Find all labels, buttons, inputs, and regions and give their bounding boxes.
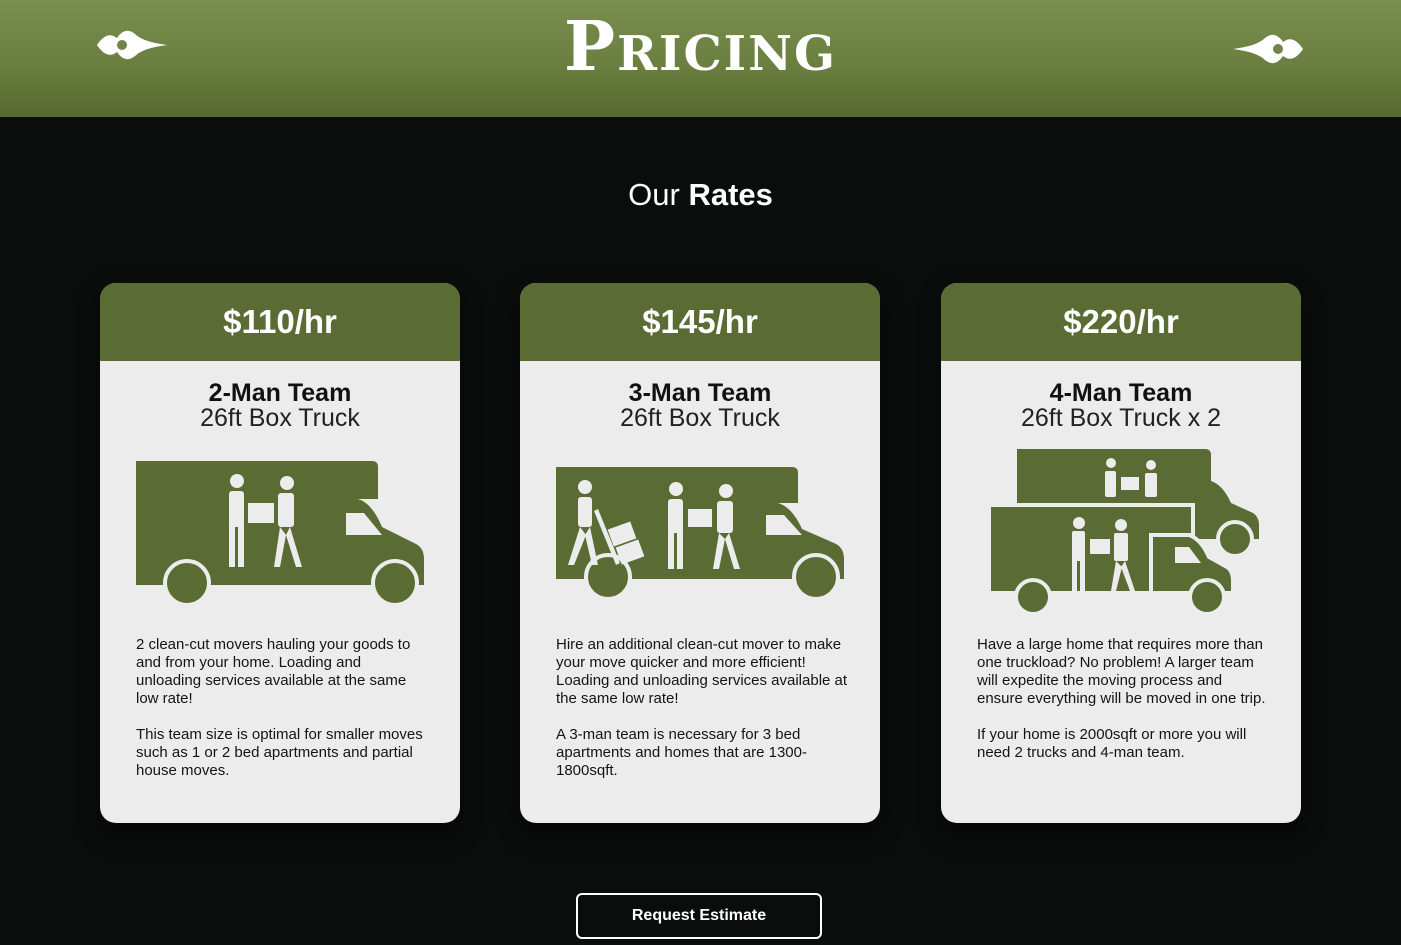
flourish-right-icon [1233,34,1303,64]
card-truck: 26ft Box Truck [620,404,780,432]
card-paragraph: A 3-man team is necessary for 3 bed apar… [556,726,807,779]
card-description: Hire an additional clean-cut mover to ma… [556,636,848,798]
card-paragraph: 2 clean-cut movers hauling your goods to… [136,636,411,707]
card-price: $220/hr [941,283,1301,361]
card-team: 4-Man Team [1049,379,1193,407]
rates-heading: Our Rates [0,175,1401,215]
card-truck: 26ft Box Truck [200,404,360,432]
card-team: 2-Man Team [208,379,352,407]
page-title: Pricing [564,7,837,87]
flourish-left-icon [97,30,167,60]
pricing-banner: Pricing [0,0,1401,117]
card-truck: 26ft Box Truck x 2 [1020,404,1222,432]
box-truck-three-movers-icon [556,467,844,601]
pricing-card-2-man: $110/hr 2-Man Team 26ft Box Truck 2 clea… [100,283,460,823]
card-paragraph: Hire an additional clean-cut mover to ma… [556,636,848,707]
card-team: 3-Man Team [628,379,772,407]
card-paragraph: If your home is 2000sqft or more you wil… [977,726,1247,761]
card-paragraph: This team size is optimal for smaller mo… [136,726,423,779]
pricing-card-4-man: $220/hr 4-Man Team 26ft Box Truck x 2 [941,283,1301,823]
card-description: Have a large home that requires more tha… [977,636,1269,780]
card-price: $110/hr [100,283,460,361]
rates-heading-bold: Rates [688,177,773,212]
request-estimate-button[interactable]: Request Estimate [576,893,822,939]
rates-heading-light: Our [628,177,680,212]
pricing-card-3-man: $145/hr 3-Man Team 26ft Box Truck [520,283,880,823]
card-description: 2 clean-cut movers hauling your goods to… [136,636,428,798]
card-price: $145/hr [520,283,880,361]
box-truck-two-movers-icon [136,461,424,607]
card-paragraph: Have a large home that requires more tha… [977,636,1266,707]
two-box-trucks-icon [987,449,1259,613]
